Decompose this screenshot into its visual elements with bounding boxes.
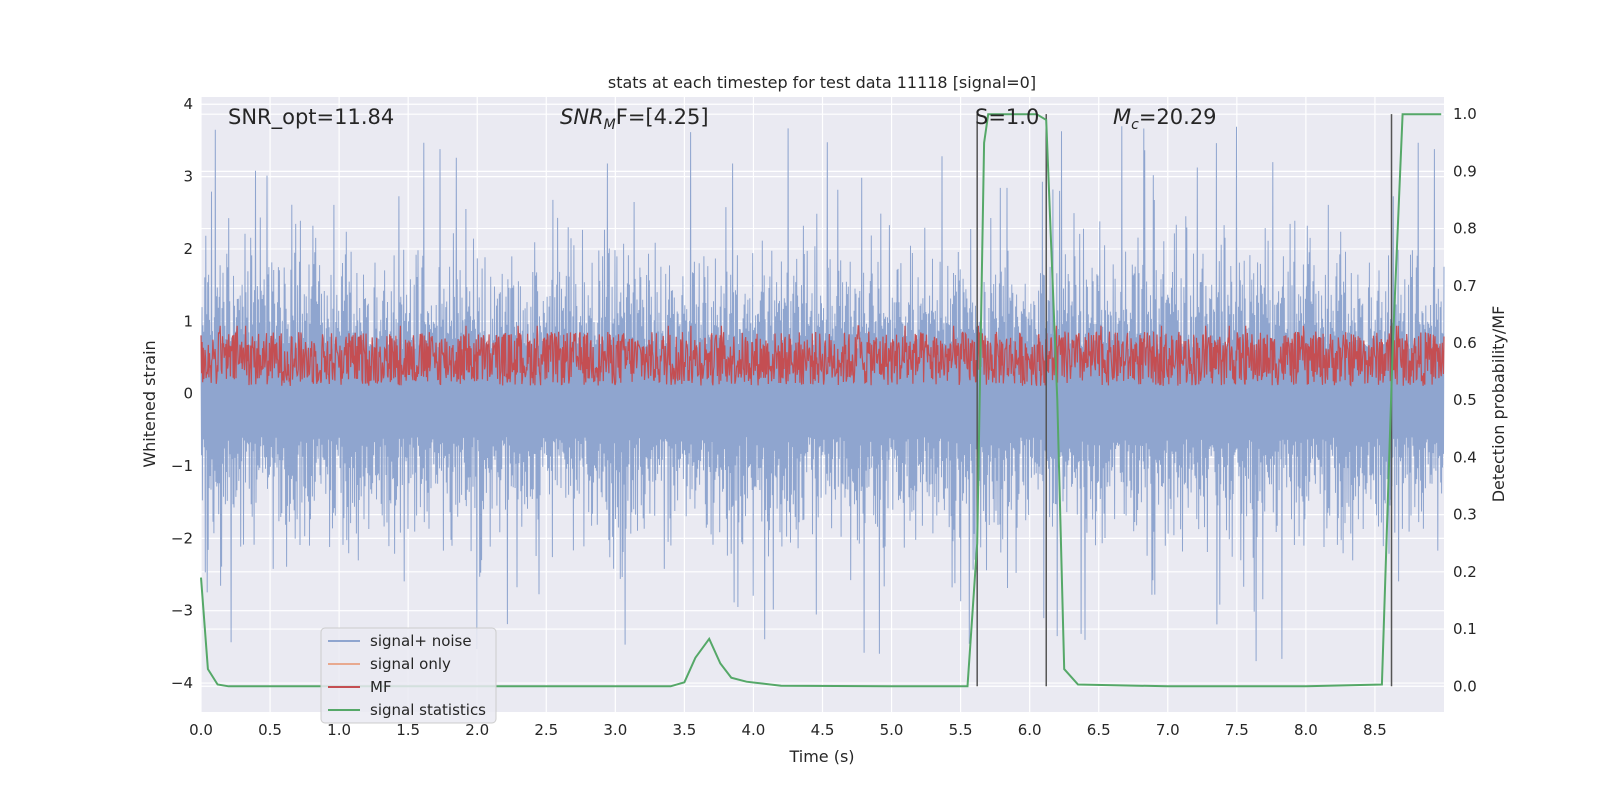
y-left-axis-ticks: 4 3 2 1 0 −1 −2 −3 −4 — [171, 95, 193, 692]
annotation-s: S=1.0 — [975, 105, 1039, 129]
x-tick-label: 1.0 — [327, 721, 351, 739]
annotation-mc: Mc=20.29 — [1113, 105, 1217, 133]
y-left-tick-label: −3 — [171, 602, 193, 620]
y-left-tick-label: 1 — [183, 312, 193, 330]
x-tick-label: 5.0 — [880, 721, 904, 739]
y-right-tick-label: 0.8 — [1453, 220, 1477, 238]
annotation-mc-tail: =20.29 — [1139, 105, 1217, 129]
legend-box — [320, 627, 497, 724]
series-signal-statistics — [200, 113, 1442, 688]
x-tick-label: 0.5 — [258, 721, 282, 739]
x-axis-ticks: 0.0 0.5 1.0 1.5 2.0 2.5 3.0 3.5 4.0 4.5 5.0 5.5 6.0 6… — [189, 721, 1387, 739]
y-right-axis-label: Detection probability/MF — [1489, 306, 1508, 503]
series-mf — [200, 325, 1445, 387]
y-left-tick-label: 3 — [183, 168, 193, 186]
x-tick-label: 2.5 — [534, 721, 558, 739]
annotation-snr-mf: SNRMF=[4.25] — [560, 105, 709, 133]
legend: signal+ noise signal only MF signal statist… — [320, 627, 497, 724]
chart-title: stats at each timestep for test data 111… — [608, 73, 1036, 92]
y-left-tick-label: 2 — [183, 240, 193, 258]
annotation-snr-opt: SNR_opt=11.84 — [228, 105, 394, 130]
x-tick-label: 4.5 — [811, 721, 835, 739]
y-right-axis-ticks: 1.0 0.9 0.8 0.7 0.6 0.5 0.4 0.3 0.2 0.1 0.0 — [1453, 105, 1477, 695]
y-left-tick-label: 0 — [183, 385, 193, 403]
x-tick-label: 7.5 — [1225, 721, 1249, 739]
annotation-snr-mf-sub: M — [604, 117, 616, 133]
mf-line — [200, 325, 1445, 387]
annotation-snr-mf-tail: F=[4.25] — [616, 105, 709, 129]
x-tick-label: 8.5 — [1363, 721, 1387, 739]
x-tick-label: 1.5 — [396, 721, 420, 739]
signal-statistics-line — [200, 113, 1442, 688]
x-tick-label: 7.0 — [1156, 721, 1180, 739]
x-tick-label: 3.0 — [603, 721, 627, 739]
x-tick-label: 2.0 — [465, 721, 489, 739]
y-right-tick-label: 0.4 — [1453, 448, 1477, 466]
annotation-snr-mf-main: SNR — [560, 105, 604, 129]
y-right-tick-label: 0.9 — [1453, 162, 1477, 180]
y-right-tick-label: 0.6 — [1453, 334, 1477, 352]
x-tick-label: 3.5 — [672, 721, 696, 739]
y-right-tick-label: 0.3 — [1453, 506, 1477, 524]
x-tick-label: 6.5 — [1087, 721, 1111, 739]
annotation-mc-sub: c — [1131, 117, 1139, 133]
y-right-tick-label: 1.0 — [1453, 105, 1477, 123]
y-right-tick-label: 0.1 — [1453, 620, 1477, 638]
x-tick-label: 8.0 — [1294, 721, 1318, 739]
x-axis-label: Time (s) — [788, 747, 854, 766]
legend-label: signal only — [370, 655, 451, 673]
x-tick-label: 6.0 — [1018, 721, 1042, 739]
legend-label: signal+ noise — [370, 632, 472, 650]
y-left-tick-label: 4 — [183, 95, 193, 113]
x-tick-label: 0.0 — [189, 721, 213, 739]
y-left-axis-label: Whitened strain — [140, 340, 159, 467]
y-right-tick-label: 0.7 — [1453, 277, 1477, 295]
x-tick-label: 5.5 — [949, 721, 973, 739]
y-right-tick-label: 0.2 — [1453, 563, 1477, 581]
y-right-tick-label: 0.5 — [1453, 391, 1477, 409]
annotation-mc-main: M — [1113, 105, 1131, 129]
legend-label: MF — [370, 678, 392, 696]
x-tick-label: 4.0 — [742, 721, 766, 739]
y-left-tick-label: −1 — [171, 457, 193, 475]
legend-label: signal statistics — [370, 701, 486, 719]
y-left-tick-label: −4 — [171, 674, 193, 692]
y-right-tick-label: 0.0 — [1453, 677, 1477, 695]
y-left-tick-label: −2 — [171, 529, 193, 547]
